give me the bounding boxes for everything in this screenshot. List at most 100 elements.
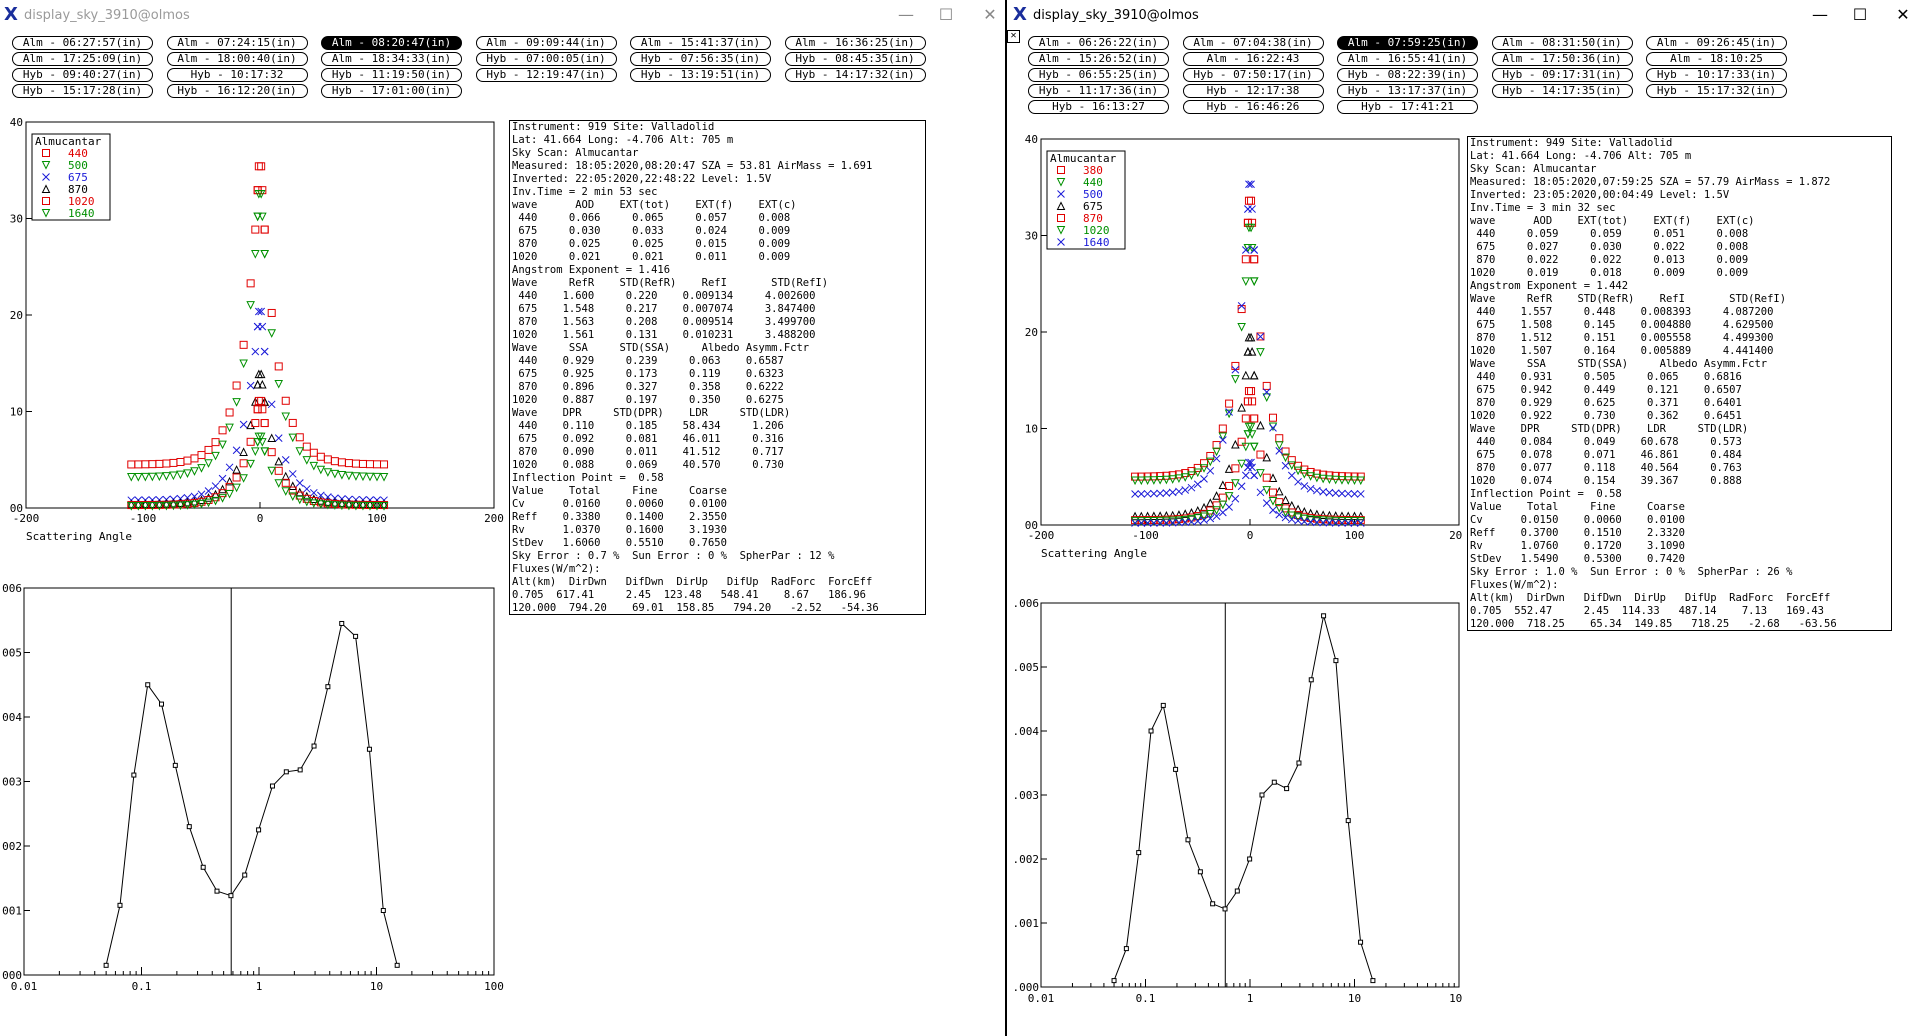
- scan-button[interactable]: Alm - 08:31:50(in): [1491, 36, 1633, 50]
- scan-button[interactable]: Hyb - 08:22:39(in): [1337, 68, 1478, 82]
- scan-button[interactable]: Hyb - 12:17:38: [1182, 84, 1324, 98]
- scan-button[interactable]: Alm - 07:59:25(in): [1337, 36, 1478, 50]
- scan-button[interactable]: Hyb - 14:17:35(in): [1491, 84, 1633, 98]
- scan-button[interactable]: Alm - 17:50:36(in): [1491, 52, 1633, 66]
- scan-button[interactable]: Alm - 06:26:22(in): [1028, 36, 1169, 50]
- data-point: [1175, 518, 1183, 527]
- scan-button[interactable]: Hyb - 13:17:37(in): [1337, 84, 1478, 98]
- data-point: [1231, 375, 1240, 384]
- data-point: [1248, 463, 1256, 472]
- data-point: [274, 362, 283, 371]
- scan-button[interactable]: Alm - 16:55:41(in): [1337, 52, 1478, 66]
- data-point: [1325, 518, 1334, 527]
- data-point: [169, 471, 178, 481]
- scan-button[interactable]: Alm - 17:25:09(in): [12, 52, 153, 66]
- scan-button[interactable]: Alm - 08:20:47(in): [321, 36, 462, 50]
- y-tick-label: 10: [1025, 423, 1038, 436]
- scan-button[interactable]: Alm - 18:00:40(in): [166, 52, 308, 66]
- data-point: [218, 474, 227, 483]
- data-point: [1306, 484, 1315, 493]
- scan-button[interactable]: Hyb - 17:41:21: [1337, 100, 1478, 114]
- scan-button[interactable]: Hyb - 09:40:27(in): [12, 68, 153, 82]
- data-point: [288, 481, 298, 490]
- data-point: [302, 485, 311, 493]
- data-point: [1175, 487, 1183, 496]
- scan-button[interactable]: Alm - 07:24:15(in): [166, 36, 308, 50]
- scan-button[interactable]: Hyb - 14:17:32(in): [784, 68, 926, 82]
- data-point: [258, 405, 267, 414]
- scan-button[interactable]: Alm - 15:26:52(in): [1028, 52, 1169, 66]
- scan-button[interactable]: Hyb - 09:17:31(in): [1491, 68, 1633, 82]
- title-bar[interactable]: X display_sky_3910@olmos — ☐ ✕: [0, 0, 1005, 30]
- scan-button[interactable]: Alm - 15:41:37(in): [630, 36, 771, 50]
- info-line: Sky Error : 0.7 % Sun Error : 0 % SpherP…: [512, 550, 835, 562]
- data-point: [1218, 480, 1228, 490]
- scan-button[interactable]: Alm - 16:22:43: [1182, 52, 1324, 66]
- scan-button[interactable]: Hyb - 15:17:28(in): [12, 84, 153, 98]
- scan-button[interactable]: Hyb - 10:17:32: [166, 68, 308, 82]
- data-point: [1057, 238, 1065, 246]
- scan-button[interactable]: Hyb - 07:56:35(in): [630, 52, 771, 66]
- scan-button[interactable]: Alm - 07:04:38(in): [1182, 36, 1324, 50]
- scan-button[interactable]: Hyb - 10:17:33(in): [1646, 68, 1787, 82]
- data-point: [309, 499, 319, 508]
- data-point: [1160, 702, 1166, 708]
- scan-button[interactable]: Alm - 16:36:25(in): [784, 36, 926, 50]
- data-point: [1293, 466, 1303, 476]
- close-box-icon[interactable]: ✕: [1007, 30, 1020, 43]
- scan-button[interactable]: Alm - 18:34:33(in): [321, 52, 462, 66]
- size-distribution-line: [1113, 615, 1374, 981]
- close-icon[interactable]: ✕: [1896, 5, 1910, 24]
- data-point: [1180, 509, 1190, 518]
- scan-button[interactable]: Alm - 06:27:57(in): [12, 36, 153, 50]
- data-point: [1281, 508, 1290, 518]
- data-point: [1274, 503, 1284, 513]
- title-bar[interactable]: X display_sky_3910@olmos — ☐ ✕: [1007, 0, 1920, 30]
- x11-app-icon: X: [1013, 4, 1027, 25]
- scan-button[interactable]: Alm - 09:26:45(in): [1646, 36, 1787, 50]
- data-point: [1247, 387, 1256, 396]
- data-point: [103, 962, 109, 968]
- scan-button[interactable]: Hyb - 15:17:32(in): [1646, 84, 1787, 98]
- data-point: [148, 472, 157, 482]
- scan-button[interactable]: Hyb - 16:12:20(in): [166, 84, 308, 98]
- info-line: Measured: 18:05:2020,08:20:47 SZA = 53.8…: [512, 160, 873, 172]
- info-line: 120.000 718.25 65.34 149.85 718.25 -2.68…: [1470, 618, 1837, 630]
- maximize-icon[interactable]: ☐: [1852, 5, 1868, 24]
- data-point: [204, 445, 213, 454]
- minimize-icon[interactable]: —: [1812, 5, 1828, 24]
- scan-button[interactable]: Hyb - 16:13:27: [1028, 100, 1169, 114]
- data-point: [267, 448, 276, 457]
- scan-button[interactable]: Hyb - 16:46:26: [1182, 100, 1324, 114]
- maximize-icon[interactable]: ☐: [938, 5, 954, 24]
- data-point: [1248, 218, 1257, 227]
- scan-button[interactable]: Hyb - 11:17:36(in): [1028, 84, 1169, 98]
- data-point: [1274, 486, 1284, 496]
- scan-button[interactable]: Hyb - 12:19:47(in): [475, 68, 617, 82]
- info-line: 1020 0.088 0.069 40.570 0.730: [512, 459, 784, 471]
- scan-button[interactable]: Hyb - 08:45:35(in): [784, 52, 926, 66]
- info-line: 1020 0.021 0.021 0.011 0.009: [512, 251, 791, 263]
- close-icon[interactable]: ✕: [983, 5, 997, 24]
- data-point: [1056, 178, 1066, 187]
- data-point: [1247, 856, 1253, 862]
- y-tick-label: .003: [1013, 789, 1040, 802]
- scan-button[interactable]: Alm - 09:09:44(in): [475, 36, 617, 50]
- y-tick-label: 000: [2, 969, 22, 982]
- data-point: [200, 864, 206, 870]
- data-point: [1231, 494, 1240, 503]
- scan-button[interactable]: Hyb - 07:00:05(in): [475, 52, 617, 66]
- data-point: [365, 499, 375, 508]
- scan-button[interactable]: Alm - 18:10:25: [1646, 52, 1787, 66]
- scan-button[interactable]: Hyb - 11:19:50(in): [321, 68, 462, 82]
- scan-button[interactable]: Hyb - 07:50:17(in): [1182, 68, 1324, 82]
- scan-button[interactable]: Hyb - 06:55:25(in): [1028, 68, 1169, 82]
- minimize-icon[interactable]: —: [898, 5, 914, 24]
- data-point: [311, 743, 317, 749]
- scan-button[interactable]: Hyb - 17:01:00(in): [321, 84, 462, 98]
- data-point: [1193, 468, 1203, 478]
- data-point: [1193, 514, 1203, 523]
- scan-button[interactable]: Hyb - 13:19:51(in): [630, 68, 771, 82]
- data-point: [1137, 490, 1146, 498]
- data-point: [351, 501, 361, 511]
